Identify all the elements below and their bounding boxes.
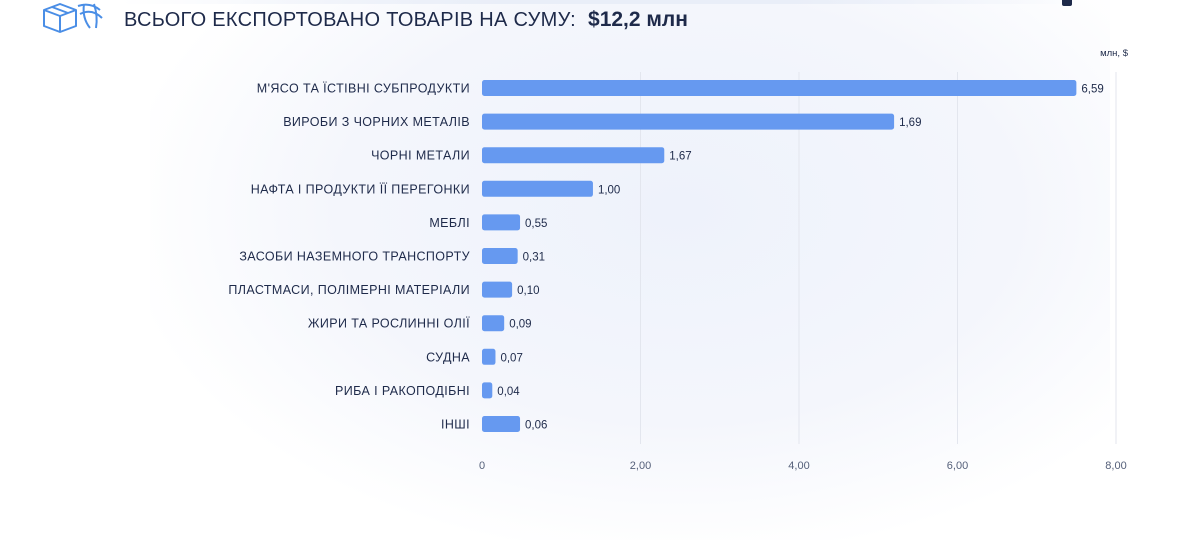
bar xyxy=(482,281,513,298)
category-label: ВИРОБИ З ЧОРНИХ МЕТАЛІВ xyxy=(283,115,470,129)
category-label: МЕБЛІ xyxy=(429,216,470,230)
bar xyxy=(482,416,521,432)
category-label: ПЛАСТМАСИ, ПОЛІМЕРНІ МАТЕРІАЛИ xyxy=(228,283,470,297)
value-label: 0,04 xyxy=(497,386,520,398)
value-label: 1,00 xyxy=(598,184,620,196)
category-label: ЗАСОБИ НАЗЕМНОГО ТРАНСПОРТУ xyxy=(239,250,470,264)
value-label: 1,69 xyxy=(899,117,921,129)
category-label: РИБА І РАКОПОДІБНІ xyxy=(335,384,470,398)
x-tick-label: 6,00 xyxy=(947,460,968,472)
unit-label: млн, $ xyxy=(1100,48,1129,59)
bar xyxy=(482,348,496,365)
value-label: 0,06 xyxy=(525,420,547,432)
value-label: 0,31 xyxy=(523,252,545,264)
category-label: НАФТА І ПРОДУКТИ ЇЇ ПЕРЕГОНКИ xyxy=(251,182,470,196)
bar xyxy=(482,248,518,264)
box-globe-icon xyxy=(43,3,103,33)
bar xyxy=(482,113,895,130)
bar-chart: 0 2,00 4,00 6,00 8,00 млн, $ М'ЯСО ТА ЇСТІВНІ … xyxy=(228,48,1129,472)
value-label: 0,55 xyxy=(525,218,547,230)
bar xyxy=(482,180,593,197)
top-stripe xyxy=(120,0,1080,4)
category-label: ЖИРИ ТА РОСЛИННІ ОЛІЇ xyxy=(308,317,470,331)
bar xyxy=(482,80,1077,96)
category-label: ЧОРНІ МЕТАЛИ xyxy=(371,149,470,163)
bar xyxy=(482,315,505,332)
headline-label: ВСЬОГО ЕКСПОРТОВАНО ТОВАРІВ НА СУМУ: xyxy=(124,9,577,31)
value-label: 6,59 xyxy=(1081,84,1103,96)
category-label: СУДНА xyxy=(426,350,470,364)
bar xyxy=(482,214,521,231)
bar xyxy=(482,147,665,164)
bar xyxy=(482,382,493,399)
top-accent xyxy=(1062,0,1072,6)
x-tick-label: 0 xyxy=(479,460,485,472)
headline: ВСЬОГО ЕКСПОРТОВАНО ТОВАРІВ НА СУМУ: $12… xyxy=(124,8,688,38)
value-label: 0,09 xyxy=(509,319,531,331)
x-tick-label: 8,00 xyxy=(1105,460,1126,472)
value-label: 0,07 xyxy=(500,352,522,364)
category-label: М'ЯСО ТА ЇСТІВНІ СУБПРОДУКТИ xyxy=(257,82,470,96)
category-label: ІНШІ xyxy=(441,418,470,432)
x-tick-label: 2,00 xyxy=(630,460,651,472)
headline-value: $12,2 млн xyxy=(588,8,688,31)
x-tick-label: 4,00 xyxy=(788,460,809,472)
value-label: 1,67 xyxy=(669,151,691,163)
value-label: 0,10 xyxy=(517,285,539,297)
